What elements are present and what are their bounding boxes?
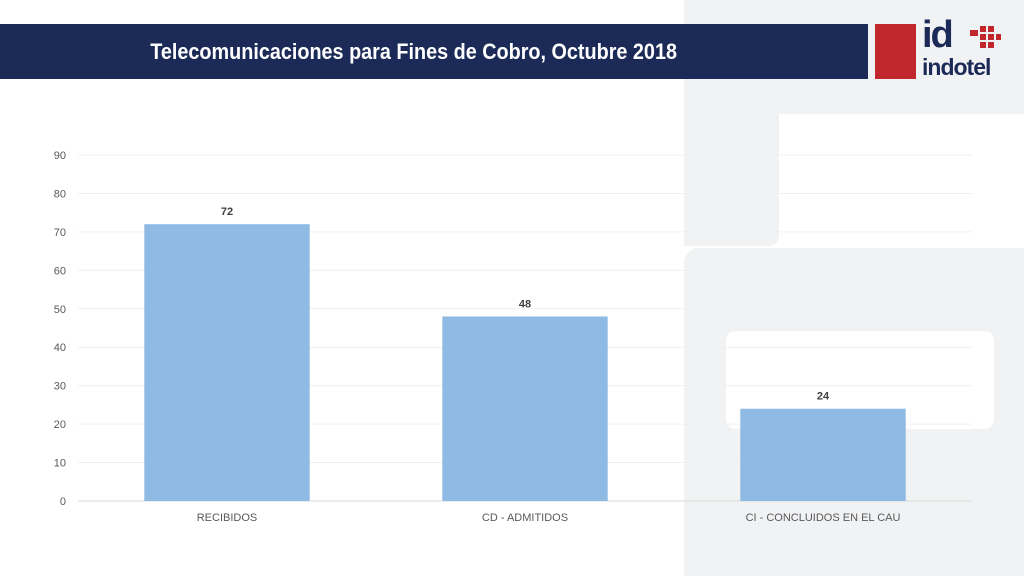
y-tick-label: 80 xyxy=(54,188,66,200)
bar xyxy=(144,224,310,501)
y-tick-label: 30 xyxy=(54,381,66,393)
y-tick-label: 10 xyxy=(54,458,66,470)
y-tick-label: 20 xyxy=(54,419,66,431)
x-category-label: CI - CONCLUIDOS EN EL CAU xyxy=(746,512,901,524)
logo-name: indotel xyxy=(922,54,991,80)
data-label: 72 xyxy=(221,206,233,218)
bar xyxy=(740,408,906,501)
y-tick-label: 90 xyxy=(54,150,66,162)
data-label: 24 xyxy=(817,391,830,403)
y-tick-label: 50 xyxy=(54,304,66,316)
y-tick-label: 70 xyxy=(54,227,66,239)
logo-grid-icon xyxy=(970,26,1001,48)
y-tick-label: 0 xyxy=(60,496,66,508)
title-bar: Telecomunicaciones para Fines de Cobro, … xyxy=(0,24,868,79)
data-label: 48 xyxy=(519,298,531,310)
page-title: Telecomunicaciones para Fines de Cobro, … xyxy=(150,38,678,64)
x-category-label: RECIBIDOS xyxy=(197,512,258,524)
logo-mark: id xyxy=(922,14,954,56)
y-tick-label: 60 xyxy=(54,265,66,277)
indotel-logo-icon: id indotel xyxy=(920,14,1004,84)
logo-red-block xyxy=(875,24,916,79)
bar xyxy=(442,316,608,501)
x-category-label: CD - ADMITIDOS xyxy=(482,512,568,524)
y-tick-label: 40 xyxy=(54,342,66,354)
